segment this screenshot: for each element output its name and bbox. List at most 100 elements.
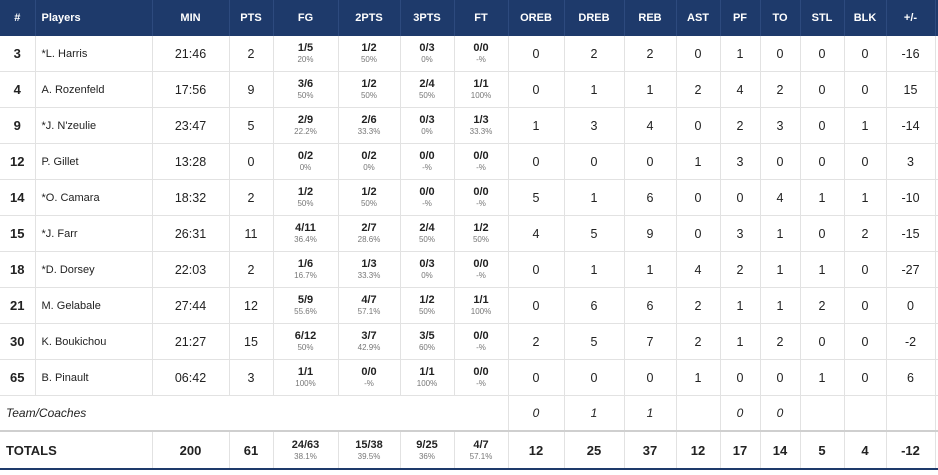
totals-ft-pct: 57.1% xyxy=(469,451,493,461)
totals-ast: 12 xyxy=(676,430,721,470)
player-ft-made: 0/0 xyxy=(473,258,489,270)
player-name[interactable]: *L. Harris xyxy=(35,36,153,72)
player-row[interactable]: 21 M. Gelabale 27:44 12 5/9 55.6% 4/7 57.1% 1/2 5… xyxy=(0,287,938,324)
player-name[interactable]: P. Gillet xyxy=(35,143,153,180)
player-fg-made: 1/2 xyxy=(297,186,314,198)
player-fg-made: 1/5 xyxy=(297,42,314,54)
player-name[interactable]: *O. Camara xyxy=(35,179,153,216)
player-to: 2 xyxy=(760,71,801,108)
player-name[interactable]: K. Boukichou xyxy=(35,323,153,360)
player-fg: 1/5 20% xyxy=(273,36,339,72)
player-fg-pct: 0% xyxy=(299,163,312,172)
player-ft-pct: 100% xyxy=(470,91,492,100)
player-plus-minus: -10 xyxy=(886,179,936,216)
totals-blk: 4 xyxy=(844,430,887,470)
player-reb: 9 xyxy=(624,215,677,252)
player-fg-pct: 36.4% xyxy=(294,235,317,244)
player-row[interactable]: 4 A. Rozenfeld 17:56 9 3/6 50% 1/2 50% 2/4 50% 1/1… xyxy=(0,71,938,108)
player-ast: 4 xyxy=(676,251,721,288)
player-oreb: 5 xyxy=(508,179,565,216)
col-header-pf[interactable]: PF xyxy=(720,0,761,36)
player-2pts: 3/7 42.9% xyxy=(338,323,401,360)
col-header-stl[interactable]: STL xyxy=(800,0,845,36)
player-dreb: 0 xyxy=(564,359,625,396)
col-header-2pts[interactable]: 2PTS xyxy=(338,0,401,36)
player-3pts-made: 0/0 xyxy=(419,186,435,198)
player-ef: 13 xyxy=(935,215,938,252)
player-minutes: 23:47 xyxy=(152,107,230,144)
player-stl: 0 xyxy=(800,323,845,360)
col-header-fg[interactable]: FG xyxy=(273,0,339,36)
player-number: 65 xyxy=(0,359,36,396)
col-header-reb[interactable]: REB xyxy=(624,0,677,36)
player-stl: 1 xyxy=(800,359,845,396)
player-row[interactable]: 15 *J. Farr 26:31 11 4/11 36.4% 2/7 28.6% 2/4 50%… xyxy=(0,215,938,252)
player-blk: 0 xyxy=(844,287,887,324)
player-row[interactable]: 14 *O. Camara 18:32 2 1/2 50% 1/2 50% 0/0 -% 0/0 -%… xyxy=(0,179,938,216)
player-row[interactable]: 3 *L. Harris 21:46 2 1/5 20% 1/2 50% 0/3 0% 0/0 -% 0… xyxy=(0,36,938,72)
player-row[interactable]: 65 B. Pinault 06:42 3 1/1 100% 0/0 -% 1/1 100% 0/0… xyxy=(0,359,938,396)
player-pf: 4 xyxy=(720,71,761,108)
col-header-to[interactable]: TO xyxy=(760,0,801,36)
player-3pts-pct: 0% xyxy=(421,271,433,280)
player-ft-made: 1/1 xyxy=(473,78,489,90)
player-row[interactable]: 12 P. Gillet 13:28 0 0/2 0% 0/2 0% 0/0 -% 0/0 -% 0 0 0… xyxy=(0,143,938,180)
col-header-oreb[interactable]: OREB xyxy=(508,0,565,36)
col-header-players[interactable]: Players xyxy=(35,0,153,36)
totals-pf: 17 xyxy=(720,430,761,470)
player-dreb: 2 xyxy=(564,36,625,72)
player-to: 4 xyxy=(760,179,801,216)
player-row[interactable]: 9 *J. N'zeulie 23:47 5 2/9 22.2% 2/6 33.3% 0/3 0%… xyxy=(0,107,938,144)
player-reb: 6 xyxy=(624,179,677,216)
header-row: # Players MIN PTS FG 2PTS 3PTS FT OREB D… xyxy=(0,0,938,36)
col-header-plus-minus[interactable]: +/- xyxy=(886,0,936,36)
player-2pts: 0/2 0% xyxy=(338,143,401,180)
player-2pts: 0/0 -% xyxy=(338,359,401,396)
col-header-ast[interactable]: AST xyxy=(676,0,721,36)
player-row[interactable]: 30 K. Boukichou 21:27 15 6/12 50% 3/7 42.9% 3/5 6… xyxy=(0,323,938,360)
player-name[interactable]: *D. Dorsey xyxy=(35,251,153,288)
player-ft-pct: -% xyxy=(476,343,486,352)
player-3pts: 1/1 100% xyxy=(400,359,455,396)
team-ast xyxy=(676,395,721,432)
player-ft-made: 0/0 xyxy=(473,150,489,162)
col-header-dreb[interactable]: DREB xyxy=(564,0,625,36)
player-ef: 17 xyxy=(935,287,938,324)
player-name[interactable]: *J. N'zeulie xyxy=(35,107,153,144)
player-ft-made: 1/1 xyxy=(473,294,489,306)
player-points: 12 xyxy=(229,287,274,324)
player-name[interactable]: B. Pinault xyxy=(35,359,153,396)
col-header-blk[interactable]: BLK xyxy=(844,0,887,36)
player-number: 12 xyxy=(0,143,36,180)
player-plus-minus: 15 xyxy=(886,71,936,108)
player-name[interactable]: *J. Farr xyxy=(35,215,153,252)
col-header-min[interactable]: MIN xyxy=(152,0,230,36)
col-header-pts[interactable]: PTS xyxy=(229,0,274,36)
player-ast: 0 xyxy=(676,179,721,216)
col-header-num[interactable]: # xyxy=(0,0,36,36)
totals-2pts: 15/38 39.5% xyxy=(338,430,401,470)
player-oreb: 4 xyxy=(508,215,565,252)
col-header-ef[interactable]: EF xyxy=(935,0,938,36)
player-plus-minus: 0 xyxy=(886,287,936,324)
player-reb: 1 xyxy=(624,251,677,288)
player-3pts: 3/5 60% xyxy=(400,323,455,360)
player-dreb: 0 xyxy=(564,143,625,180)
player-2pts-pct: 42.9% xyxy=(357,343,381,352)
totals-2pts-pct: 39.5% xyxy=(357,451,381,461)
player-2pts-made: 2/7 xyxy=(361,222,377,234)
team-pm xyxy=(886,395,936,432)
team-coaches-row: Team/Coaches 0 1 1 0 0 xyxy=(0,395,938,432)
totals-3pts-made: 9/25 xyxy=(416,438,438,451)
player-name[interactable]: A. Rozenfeld xyxy=(35,71,153,108)
player-ft-pct: 50% xyxy=(472,235,489,244)
player-row[interactable]: 18 *D. Dorsey 22:03 2 1/6 16.7% 1/3 33.3% 0/3 0% 0… xyxy=(0,251,938,288)
player-2pts-made: 1/2 xyxy=(361,186,377,198)
col-header-ft[interactable]: FT xyxy=(454,0,509,36)
col-header-3pts[interactable]: 3PTS xyxy=(400,0,455,36)
player-to: 1 xyxy=(760,215,801,252)
player-name[interactable]: M. Gelabale xyxy=(35,287,153,324)
player-2pts-made: 4/7 xyxy=(361,294,377,306)
player-reb: 1 xyxy=(624,71,677,108)
player-2pts-pct: 50% xyxy=(360,55,377,64)
